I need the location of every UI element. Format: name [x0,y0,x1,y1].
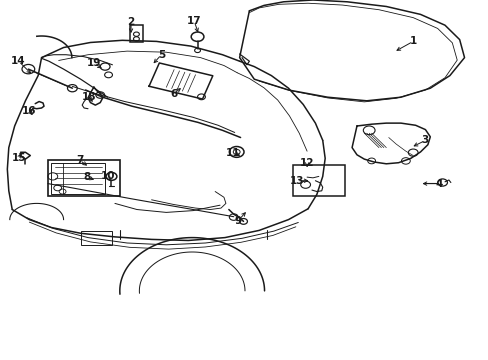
Text: 7: 7 [76,155,83,165]
Text: 6: 6 [170,89,177,99]
Text: 11: 11 [225,148,240,158]
Text: 3: 3 [421,135,428,145]
Bar [51,163,105,194]
Text: 16: 16 [22,105,37,116]
Text: 9: 9 [234,216,241,226]
Text: 19: 19 [87,58,102,68]
Text: 10: 10 [100,171,115,181]
Bar [129,25,143,42]
Text: 14: 14 [11,56,26,66]
Text: 1: 1 [409,36,416,46]
Text: 4: 4 [434,179,442,189]
Text: 2: 2 [127,17,134,27]
Text: 15: 15 [11,153,26,163]
Text: 5: 5 [158,50,164,60]
Text: 18: 18 [82,92,97,102]
Text: 17: 17 [186,16,201,26]
Text: 12: 12 [299,158,314,168]
Bar [293,165,344,196]
Text: 8: 8 [83,172,90,182]
Bar [81,231,112,245]
Bar [48,160,120,196]
Text: 13: 13 [289,176,304,186]
